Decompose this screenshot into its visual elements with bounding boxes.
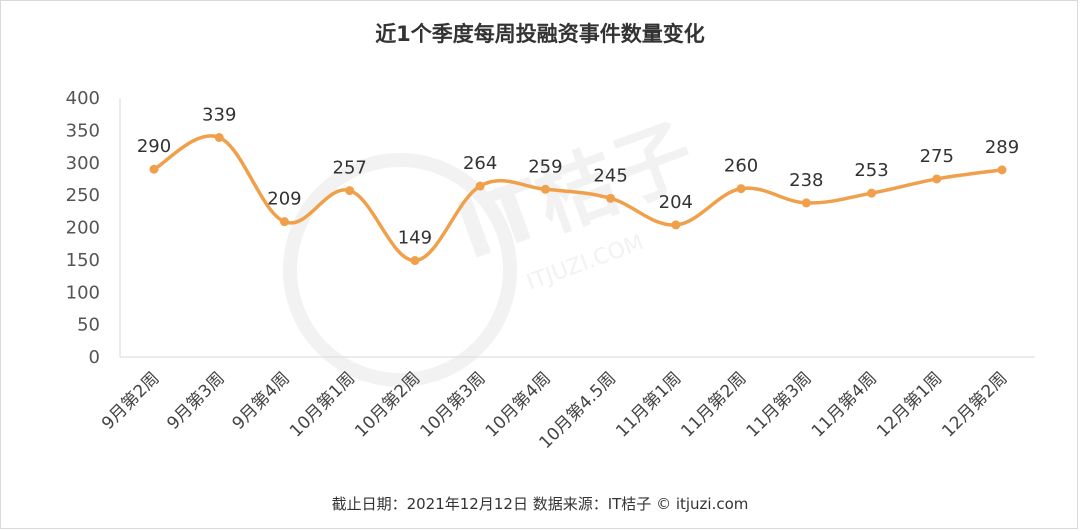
y-tick-label: 200 — [66, 218, 100, 239]
data-point — [932, 174, 942, 184]
data-point — [410, 256, 420, 266]
data-label: 238 — [789, 170, 823, 191]
data-point — [736, 184, 746, 194]
watermark: IT桔子 ITJUZI.COM — [283, 107, 706, 387]
data-point — [149, 164, 159, 174]
data-label: 259 — [528, 156, 562, 177]
data-point — [606, 193, 616, 203]
y-tick-label: 300 — [66, 153, 100, 174]
data-point — [279, 217, 289, 227]
y-tick-label: 400 — [66, 88, 100, 109]
data-point — [214, 132, 224, 142]
data-point — [867, 188, 877, 198]
data-label: 204 — [659, 192, 693, 213]
y-tick-label: 350 — [66, 120, 100, 141]
x-tick-label: 12月第1周 — [873, 368, 946, 441]
x-tick-label: 9月第2周 — [98, 368, 164, 434]
x-tick-label: 9月第4周 — [228, 368, 294, 434]
y-tick-label: 50 — [77, 315, 100, 336]
data-point — [475, 181, 485, 191]
data-point — [801, 198, 811, 208]
x-tick-label: 11月第2周 — [677, 368, 750, 441]
data-label: 339 — [202, 104, 236, 125]
data-label: 275 — [920, 146, 954, 167]
y-tick-label: 100 — [66, 282, 100, 303]
y-tick-label: 250 — [66, 185, 100, 206]
x-tick-label: 10月第1周 — [286, 368, 359, 441]
x-tick-label: 11月第4周 — [808, 368, 881, 441]
data-label: 149 — [398, 228, 432, 249]
footer-source: 截止日期：2021年12月12日 数据来源：IT桔子 © itjuzi.com — [331, 495, 749, 513]
y-tick-label: 150 — [66, 250, 100, 271]
data-point — [540, 184, 550, 194]
y-tick-label: 0 — [89, 347, 100, 368]
chart-title: 近1个季度每周投融资事件数量变化 — [375, 22, 705, 46]
data-label: 260 — [724, 156, 758, 177]
data-point — [671, 220, 681, 230]
data-label: 253 — [854, 160, 888, 181]
data-label: 209 — [267, 189, 301, 210]
x-tick-label: 9月第3周 — [163, 368, 229, 434]
data-label: 264 — [463, 153, 497, 174]
x-tick-label: 11月第3周 — [743, 368, 816, 441]
data-label: 289 — [985, 137, 1019, 158]
data-label: 245 — [593, 165, 627, 186]
data-point — [997, 165, 1007, 175]
x-tick-label: 11月第1周 — [612, 368, 685, 441]
watermark-logo-icon — [283, 153, 517, 387]
data-label: 290 — [137, 136, 171, 157]
x-tick-label: 12月第2周 — [938, 368, 1011, 441]
data-point — [345, 186, 355, 196]
data-label: 257 — [333, 158, 367, 179]
